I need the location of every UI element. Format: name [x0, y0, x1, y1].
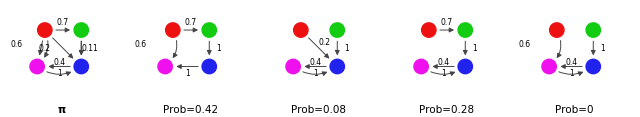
Text: 1: 1: [441, 69, 445, 78]
Circle shape: [458, 59, 472, 74]
Circle shape: [38, 23, 52, 37]
Circle shape: [202, 59, 216, 74]
Text: 1: 1: [92, 44, 97, 53]
Circle shape: [542, 59, 556, 74]
Circle shape: [422, 23, 436, 37]
Circle shape: [30, 59, 44, 74]
Circle shape: [158, 59, 172, 74]
Circle shape: [458, 23, 472, 37]
Circle shape: [330, 59, 344, 74]
Text: 1: 1: [216, 44, 221, 53]
Circle shape: [414, 59, 428, 74]
Circle shape: [294, 23, 308, 37]
Text: 1: 1: [600, 44, 605, 53]
Text: 0.6: 0.6: [11, 40, 23, 49]
Circle shape: [74, 59, 88, 74]
Circle shape: [166, 23, 180, 37]
Text: 1: 1: [313, 69, 317, 78]
Text: Prob=0: Prob=0: [555, 105, 593, 115]
Circle shape: [202, 23, 216, 37]
Text: 0.4: 0.4: [437, 58, 449, 67]
Text: 0.7: 0.7: [57, 18, 69, 27]
Text: 0.6: 0.6: [134, 40, 147, 49]
Text: 1: 1: [57, 69, 61, 78]
Circle shape: [586, 59, 600, 74]
Text: 0.6: 0.6: [518, 40, 531, 49]
Circle shape: [74, 23, 88, 37]
Text: Prob=0.28: Prob=0.28: [419, 105, 474, 115]
Text: 0.4: 0.4: [565, 58, 577, 67]
Text: 1: 1: [472, 44, 477, 53]
Circle shape: [286, 59, 300, 74]
Text: 0.1: 0.1: [82, 44, 94, 53]
Text: 0.2: 0.2: [319, 38, 331, 47]
Text: 1: 1: [344, 44, 349, 53]
Text: Prob=0.08: Prob=0.08: [291, 105, 346, 115]
Text: 0.4: 0.4: [53, 58, 65, 67]
Text: 0.4: 0.4: [309, 58, 321, 67]
Text: 0.2: 0.2: [39, 44, 51, 53]
Text: 1: 1: [569, 69, 573, 78]
Text: Prob=0.42: Prob=0.42: [163, 105, 218, 115]
Text: 0.7: 0.7: [185, 18, 197, 27]
Text: $\mathbf{\pi}$: $\mathbf{\pi}$: [58, 105, 67, 115]
Circle shape: [330, 23, 344, 37]
Circle shape: [586, 23, 600, 37]
Text: 1: 1: [185, 69, 189, 78]
Circle shape: [550, 23, 564, 37]
Text: 0.7: 0.7: [441, 18, 453, 27]
